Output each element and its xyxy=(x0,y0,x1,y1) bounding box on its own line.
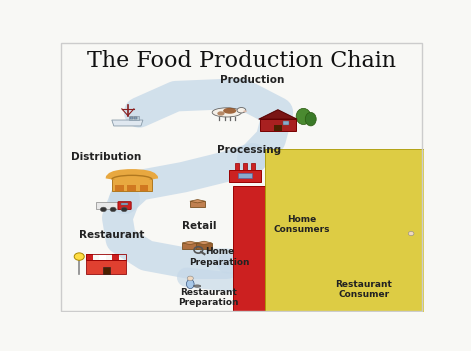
Circle shape xyxy=(359,257,365,261)
Ellipse shape xyxy=(297,237,302,243)
Circle shape xyxy=(187,276,193,280)
Bar xyxy=(115,185,124,191)
FancyBboxPatch shape xyxy=(265,149,471,314)
Bar xyxy=(112,179,152,191)
Ellipse shape xyxy=(187,279,194,289)
Bar xyxy=(103,267,110,274)
Bar xyxy=(228,170,261,181)
Circle shape xyxy=(374,260,380,264)
Ellipse shape xyxy=(314,248,319,254)
Text: The Food Production Chain: The Food Production Chain xyxy=(87,50,396,72)
Bar xyxy=(238,173,252,178)
Ellipse shape xyxy=(358,260,365,269)
Text: Home
Consumers: Home Consumers xyxy=(273,215,330,234)
Bar xyxy=(86,254,126,260)
Ellipse shape xyxy=(223,108,236,114)
Bar xyxy=(182,243,198,249)
Bar xyxy=(135,117,137,119)
Bar xyxy=(113,254,119,260)
Text: Restaurant
Consumer: Restaurant Consumer xyxy=(335,280,392,299)
Ellipse shape xyxy=(285,243,315,252)
Circle shape xyxy=(345,259,350,263)
Circle shape xyxy=(74,253,84,260)
Bar xyxy=(235,163,239,170)
Ellipse shape xyxy=(237,107,246,113)
Ellipse shape xyxy=(287,251,292,257)
FancyBboxPatch shape xyxy=(233,186,471,351)
Bar xyxy=(86,259,126,274)
Ellipse shape xyxy=(217,111,225,115)
Ellipse shape xyxy=(280,248,286,254)
Polygon shape xyxy=(129,115,139,120)
Bar xyxy=(252,163,255,170)
Ellipse shape xyxy=(296,108,311,125)
Bar xyxy=(121,203,128,205)
Ellipse shape xyxy=(317,244,323,250)
Bar xyxy=(139,185,148,191)
Circle shape xyxy=(110,207,116,212)
Polygon shape xyxy=(196,241,211,245)
Ellipse shape xyxy=(407,234,414,243)
Bar xyxy=(196,243,211,249)
Ellipse shape xyxy=(287,237,292,243)
Text: Retail: Retail xyxy=(182,221,217,231)
FancyBboxPatch shape xyxy=(118,202,131,210)
Bar xyxy=(274,125,282,131)
Polygon shape xyxy=(259,110,297,119)
Text: Distribution: Distribution xyxy=(71,152,141,162)
Polygon shape xyxy=(190,199,205,203)
Circle shape xyxy=(100,207,106,212)
Bar xyxy=(99,254,106,260)
Text: Restaurant: Restaurant xyxy=(79,230,145,240)
Ellipse shape xyxy=(344,262,351,269)
Text: Home
Preparation: Home Preparation xyxy=(189,247,250,267)
Circle shape xyxy=(408,231,414,236)
Bar xyxy=(190,201,205,207)
Circle shape xyxy=(287,234,292,237)
Ellipse shape xyxy=(374,263,380,270)
Bar xyxy=(128,185,136,191)
Bar xyxy=(376,239,406,246)
Polygon shape xyxy=(112,120,143,126)
Text: Production: Production xyxy=(220,75,284,85)
Bar xyxy=(284,121,289,125)
Bar xyxy=(130,117,133,119)
Circle shape xyxy=(287,248,292,251)
Text: Processing: Processing xyxy=(217,145,281,155)
Ellipse shape xyxy=(243,110,247,112)
Bar xyxy=(260,119,296,131)
Polygon shape xyxy=(182,241,198,245)
Text: Restaurant
Preparation: Restaurant Preparation xyxy=(179,288,239,307)
Bar xyxy=(97,202,119,209)
Circle shape xyxy=(121,207,127,212)
Ellipse shape xyxy=(212,108,242,117)
Ellipse shape xyxy=(194,285,201,287)
Bar xyxy=(86,254,93,260)
Bar xyxy=(243,163,247,170)
Circle shape xyxy=(317,241,322,244)
Ellipse shape xyxy=(305,112,316,126)
